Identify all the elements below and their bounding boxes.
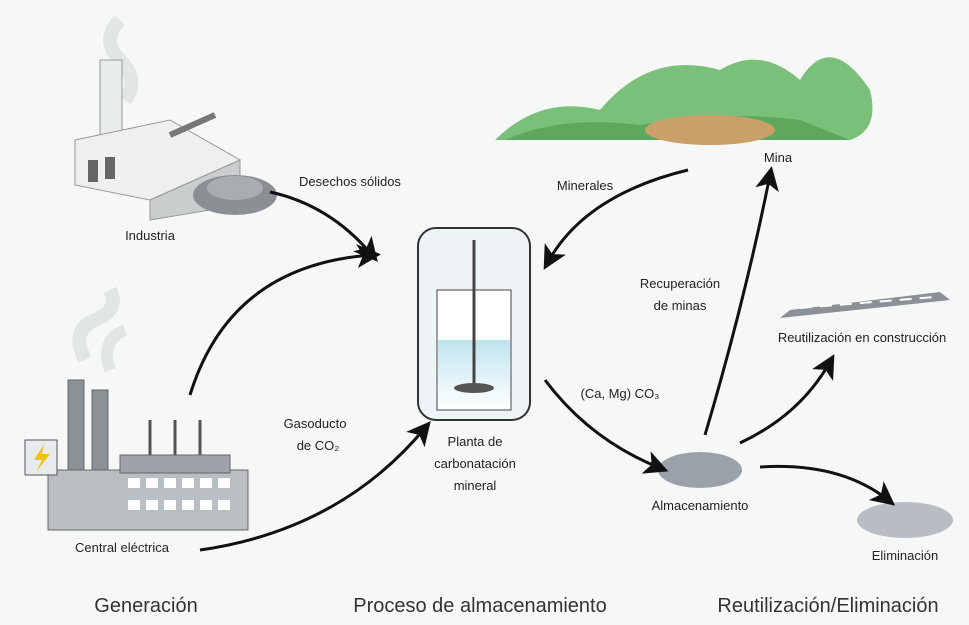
node-label: Planta de xyxy=(448,434,503,449)
arrow xyxy=(759,464,896,506)
node-label: carbonatación xyxy=(434,456,516,471)
section-title: Generación xyxy=(94,595,197,617)
edge-label: Recuperación xyxy=(640,276,720,291)
power-plant-icon xyxy=(24,286,249,531)
node-label: Eliminación xyxy=(872,548,938,563)
edge-label: Minerales xyxy=(557,178,614,193)
edge-label: Desechos sólidos xyxy=(299,174,401,189)
road-icon xyxy=(780,292,950,318)
arrow xyxy=(739,354,835,445)
storage-icon xyxy=(658,452,742,488)
edge-label: de minas xyxy=(654,298,707,313)
mine-icon xyxy=(495,57,873,145)
arrow xyxy=(188,244,381,396)
elimination-icon xyxy=(857,502,953,538)
arrow xyxy=(199,421,431,552)
section-title: Proceso de almacenamiento xyxy=(353,595,606,617)
node-label: Central eléctrica xyxy=(75,540,170,555)
edge-label: de CO₂ xyxy=(297,438,340,453)
arrow xyxy=(543,168,689,270)
arrow xyxy=(703,166,779,436)
node-label: Reutilización en construcción xyxy=(778,330,946,345)
edge-label: Gasoducto xyxy=(284,416,347,431)
edge-label: (Ca, Mg) CO₃ xyxy=(581,386,660,401)
section-title: Reutilización/Eliminación xyxy=(717,595,938,617)
node-label: Almacenamiento xyxy=(652,498,749,513)
node-label: Industria xyxy=(125,228,176,243)
reactor-icon xyxy=(417,227,531,421)
node-label: mineral xyxy=(454,478,497,493)
arrow xyxy=(543,379,669,474)
node-label: Mina xyxy=(764,150,793,165)
industry-icon xyxy=(74,15,277,221)
